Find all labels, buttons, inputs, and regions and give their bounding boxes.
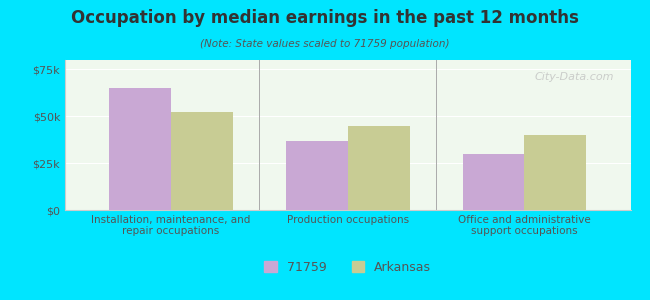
Text: (Note: State values scaled to 71759 population): (Note: State values scaled to 71759 popu… xyxy=(200,39,450,49)
Bar xyxy=(109,88,171,210)
Bar xyxy=(463,154,525,210)
Legend: 71759, Arkansas: 71759, Arkansas xyxy=(259,256,436,279)
Bar xyxy=(171,112,233,210)
Bar xyxy=(286,141,348,210)
Text: City-Data.com: City-Data.com xyxy=(534,72,614,82)
Bar xyxy=(525,135,586,210)
Text: Occupation by median earnings in the past 12 months: Occupation by median earnings in the pas… xyxy=(71,9,579,27)
Bar xyxy=(348,126,410,210)
